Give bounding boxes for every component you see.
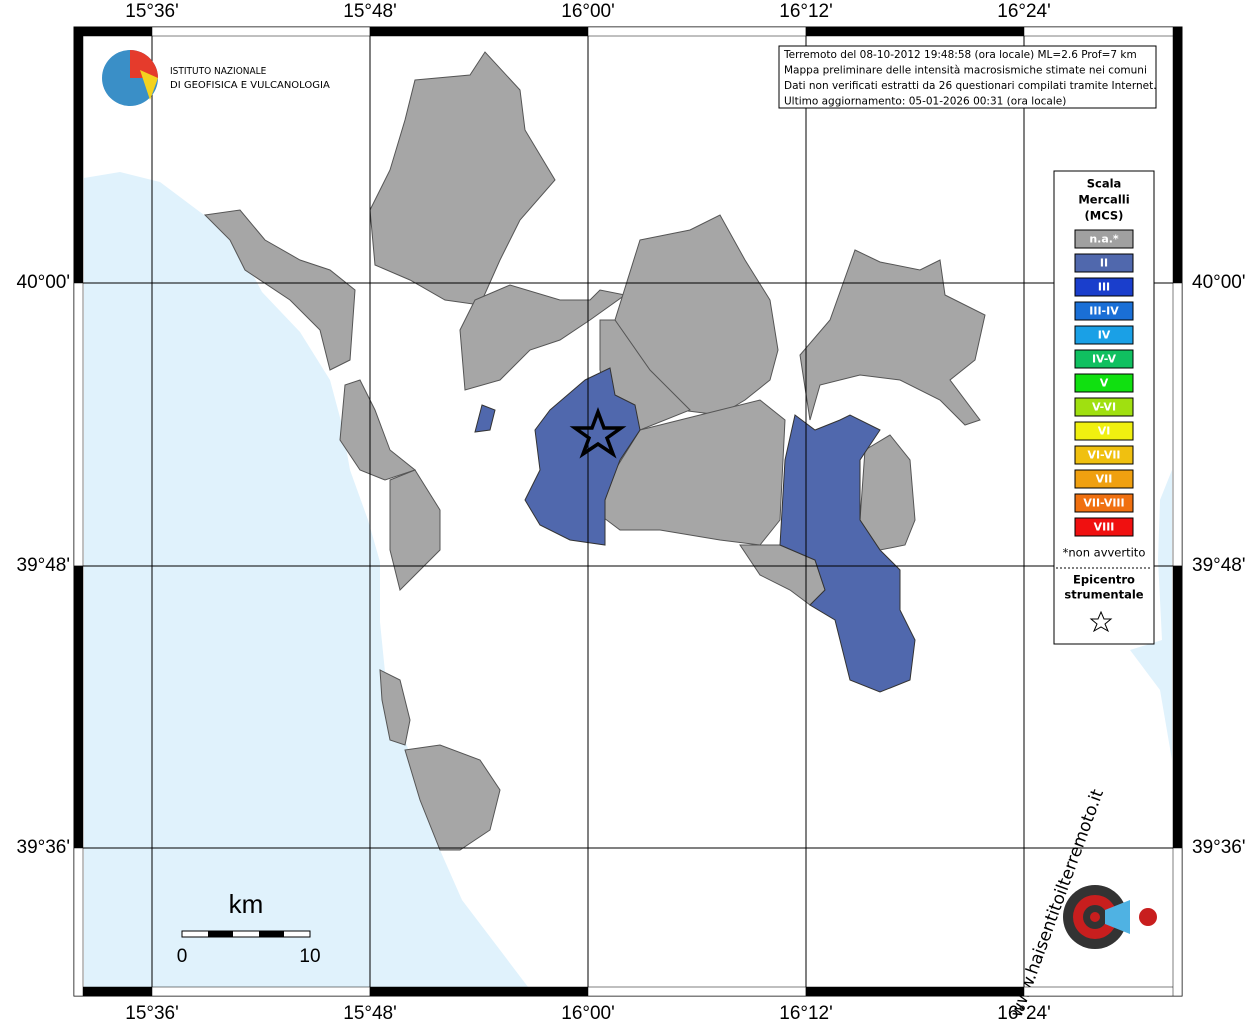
municipality [404, 744, 501, 851]
frame-band [1172, 26, 1183, 284]
info-line: Terremoto del 08-10-2012 19:48:58 (ora l… [783, 49, 1137, 61]
lon-label: 15°36' [125, 1, 179, 22]
legend-label: III [1098, 281, 1110, 294]
legend-label: III-IV [1089, 305, 1119, 318]
lon-label: 16°00' [561, 1003, 615, 1024]
legend-swatch [1074, 277, 1134, 297]
legend-swatch [1074, 229, 1134, 249]
lat-label: 39°36' [17, 837, 71, 858]
logo-text: DI GEOFISICA E VULCANOLOGIA [170, 80, 330, 91]
legend-swatch [1074, 325, 1134, 345]
municipality [379, 669, 411, 746]
lon-label: 16°24' [997, 1003, 1051, 1024]
frame-band [587, 26, 807, 37]
municipality [524, 367, 641, 546]
legend-label: VII [1096, 473, 1113, 486]
lat-label: 39°48' [17, 555, 71, 576]
legend-swatch [1074, 253, 1134, 273]
legend-label: VI [1098, 425, 1111, 438]
legend-label: VI-VII [1087, 449, 1120, 462]
frame-band [369, 26, 589, 37]
legend-star [1089, 610, 1113, 633]
frame-band [1172, 282, 1183, 567]
lat-label: 39°36' [1192, 837, 1246, 858]
frame-band [805, 986, 1025, 997]
frame-band [1172, 565, 1183, 849]
municipality [389, 469, 441, 591]
info-line: Dati non verificati estratti da 26 quest… [784, 80, 1157, 92]
info-box [778, 45, 1157, 109]
legend-swatch [1074, 349, 1134, 369]
legend-swatch [1074, 469, 1134, 489]
lat-label: 40°00' [17, 272, 71, 293]
legend-label: IV-V [1092, 353, 1117, 366]
info-line: Mappa preliminare delle intensità macros… [784, 65, 1147, 77]
frame-band [805, 26, 1025, 37]
lon-label: 16°24' [997, 1, 1051, 22]
frame-band [73, 26, 153, 37]
lon-label: 15°48' [343, 1, 397, 22]
legend-swatch [1074, 493, 1134, 513]
frame-band [369, 986, 589, 997]
frame-band [151, 986, 371, 997]
lon-label: 15°36' [125, 1003, 179, 1024]
lon-label: 16°00' [561, 1, 615, 22]
scale-label: 10 [299, 946, 320, 967]
legend-epicenter: strumentale [1064, 588, 1143, 602]
frame-band [151, 26, 371, 37]
municipality [459, 284, 627, 391]
legend-title: Mercalli [1078, 193, 1129, 207]
municipality [203, 209, 356, 371]
sea [1130, 470, 1172, 760]
lon-label: 16°12' [779, 1, 833, 22]
ingv-logo: ISTITUTO NAZIONALE DI GEOFISICA E VULCAN… [102, 50, 330, 106]
legend-swatch [1074, 517, 1134, 537]
frame-band [587, 986, 807, 997]
legend-swatch [1074, 445, 1134, 465]
lat-label: 39°48' [1192, 555, 1246, 576]
legend-label: n.a.* [1089, 233, 1119, 246]
lon-label: 15°48' [343, 1003, 397, 1024]
frame-band [1172, 847, 1183, 997]
frame-band [73, 986, 153, 997]
legend-epicenter: Epicentro [1073, 573, 1135, 587]
legend-swatch [1074, 301, 1134, 321]
frame-band [73, 282, 84, 567]
lon-label: 16°12' [779, 1003, 833, 1024]
legend-swatch [1074, 421, 1134, 441]
legend-label: II [1100, 257, 1108, 270]
legend-title: Scala [1087, 177, 1122, 191]
municipality [779, 414, 916, 693]
legend-swatch [1074, 397, 1134, 417]
frame-band [73, 565, 84, 849]
legend-title: (MCS) [1085, 209, 1124, 223]
logo-text: ISTITUTO NAZIONALE [170, 66, 267, 77]
municipality [799, 249, 986, 426]
frame-band [73, 847, 84, 997]
scale-bar: km 0 10 [177, 889, 321, 967]
scale-unit: km [229, 889, 264, 919]
municipality [474, 404, 496, 433]
lat-label: 40°00' [1192, 272, 1246, 293]
scale-label: 0 [177, 946, 188, 967]
legend-label: VIII [1094, 521, 1115, 534]
legend-label: V [1100, 377, 1109, 390]
frame-band [1023, 26, 1183, 37]
legend-label: V-VI [1092, 401, 1116, 414]
epicenter-marker [569, 407, 627, 459]
info-line: Ultimo aggiornamento: 05-01-2026 00:31 (… [784, 96, 1066, 108]
legend-note: *non avvertito [1063, 546, 1146, 560]
legend-label: IV [1098, 329, 1111, 342]
frame-band [73, 26, 84, 284]
legend-label: VII-VIII [1083, 497, 1124, 510]
legend-swatch [1074, 373, 1134, 393]
municipalities [203, 51, 986, 851]
frame-band [1023, 986, 1183, 997]
